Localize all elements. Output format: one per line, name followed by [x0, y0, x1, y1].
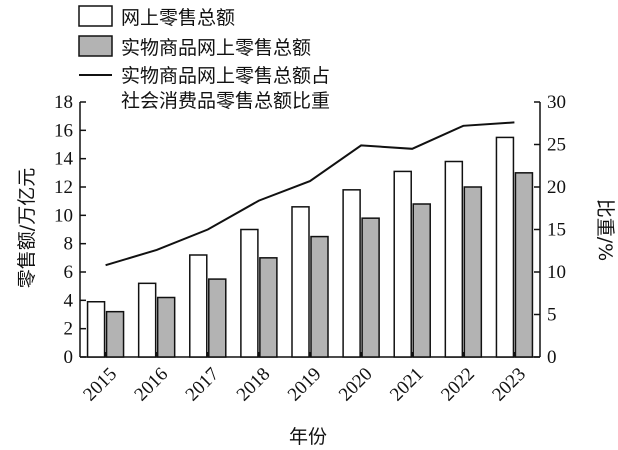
- legend: 网上零售总额 实物商品网上零售总额 实物商品网上零售总额占 社会消费品零售总额比…: [78, 5, 330, 112]
- y-axis-left-title: 零售额/万亿元: [16, 168, 38, 288]
- bar-physical-goods: [361, 217, 380, 358]
- bar-online-total: [393, 170, 412, 358]
- y-tick-label-right: 20: [547, 177, 566, 198]
- x-tick-label: 2021: [386, 364, 428, 406]
- bar-online-total: [240, 228, 259, 358]
- y-tick-label-left: 10: [54, 205, 73, 226]
- legend-label-physical-goods: 实物商品网上零售总额: [121, 37, 311, 59]
- legend-label-share-line2: 社会消费品零售总额比重: [121, 90, 330, 112]
- bar-physical-goods: [259, 257, 278, 358]
- x-tick-label: 2018: [233, 364, 275, 406]
- x-tick-label: 2019: [284, 364, 326, 406]
- y-tick-label-right: 5: [547, 305, 557, 326]
- y-tick-label-left: 14: [54, 149, 74, 170]
- x-tick-label: 2015: [79, 364, 121, 406]
- y-tick-label-left: 8: [64, 234, 74, 255]
- bar-online-total: [444, 160, 464, 358]
- bar-online-total: [137, 282, 157, 358]
- bar-online-total: [291, 206, 310, 358]
- x-tick-label: 2022: [437, 364, 479, 406]
- y-tick-label-right: 15: [547, 220, 566, 241]
- y-axis-right-title: 比重/%: [594, 199, 616, 261]
- y-tick-label-left: 0: [64, 347, 74, 368]
- bar-online-total: [86, 301, 106, 358]
- y-tick-label-left: 18: [54, 92, 73, 113]
- legend-swatch-online-total: [78, 5, 113, 27]
- y-tick-label-left: 16: [54, 120, 73, 141]
- bar-online-total: [342, 189, 361, 358]
- legend-label-share-line1: 实物商品网上零售总额占: [121, 65, 330, 87]
- bar-physical-goods: [514, 172, 534, 358]
- y-tick-label-left: 12: [54, 177, 73, 198]
- y-tick-label-right: 0: [547, 347, 557, 368]
- y-tick-label-right: 10: [547, 262, 566, 283]
- x-axis-title: 年份: [289, 426, 327, 448]
- line-share-series: [105, 121, 515, 267]
- legend-label-online-total: 网上零售总额: [121, 7, 235, 29]
- bar-physical-goods: [208, 278, 227, 358]
- legend-swatch-physical-goods: [78, 35, 113, 57]
- bar-online-total: [495, 136, 515, 358]
- x-tick-label: 2017: [182, 364, 224, 406]
- bar-physical-goods: [412, 203, 431, 358]
- y-tick-label-left: 6: [64, 262, 74, 283]
- y-tick-label-left: 4: [64, 290, 74, 311]
- bar-online-total: [189, 254, 208, 358]
- y-tick-label-right: 25: [547, 135, 566, 156]
- x-tick-label: 2020: [335, 364, 377, 406]
- bar-physical-goods: [463, 186, 483, 358]
- x-tick-label: 2023: [488, 364, 530, 406]
- y-tick-label-right: 30: [547, 92, 566, 113]
- bar-physical-goods: [156, 296, 176, 358]
- y-tick-label-left: 2: [64, 319, 74, 340]
- x-tick-label: 2016: [130, 364, 172, 406]
- bar-physical-goods: [105, 310, 125, 358]
- bar-physical-goods: [310, 235, 329, 358]
